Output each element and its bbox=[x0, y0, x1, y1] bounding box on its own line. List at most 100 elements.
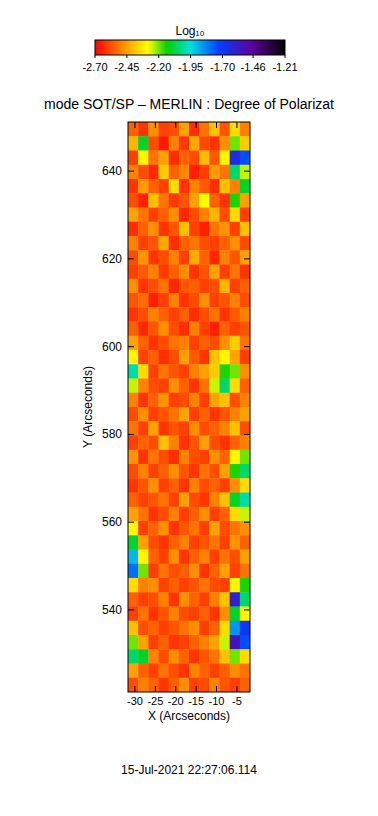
cell bbox=[138, 550, 149, 565]
y-tick-label: 560 bbox=[102, 515, 122, 529]
cell bbox=[209, 507, 220, 522]
cell bbox=[199, 564, 210, 579]
cell bbox=[169, 407, 180, 422]
y-tick bbox=[128, 522, 134, 523]
cell bbox=[199, 578, 210, 593]
x-tick bbox=[216, 122, 217, 128]
cell bbox=[138, 450, 149, 465]
cell bbox=[169, 193, 180, 208]
cell bbox=[230, 621, 241, 636]
cell bbox=[199, 550, 210, 565]
cell bbox=[220, 393, 231, 408]
cell bbox=[169, 578, 180, 593]
y-tick bbox=[244, 609, 250, 610]
cell bbox=[148, 521, 159, 536]
cell bbox=[209, 407, 220, 422]
cell bbox=[209, 293, 220, 308]
cell bbox=[189, 407, 200, 422]
x-tick bbox=[175, 686, 176, 692]
y-tick bbox=[128, 434, 134, 435]
cell bbox=[128, 265, 139, 280]
cell bbox=[159, 507, 170, 522]
cell bbox=[148, 493, 159, 508]
cell bbox=[240, 678, 250, 692]
cell bbox=[179, 564, 190, 579]
cell bbox=[148, 678, 159, 692]
cell bbox=[189, 165, 200, 180]
cell bbox=[179, 322, 190, 337]
y-tick-label: 580 bbox=[102, 427, 122, 441]
x-tick bbox=[196, 122, 197, 128]
cell bbox=[179, 621, 190, 636]
cell bbox=[220, 265, 231, 280]
cell bbox=[240, 350, 250, 365]
cell bbox=[169, 293, 180, 308]
cell bbox=[148, 307, 159, 322]
cell bbox=[169, 393, 180, 408]
cell bbox=[179, 507, 190, 522]
cell bbox=[220, 279, 231, 294]
cell bbox=[169, 535, 180, 550]
cell bbox=[209, 136, 220, 151]
cell bbox=[128, 635, 139, 650]
cell bbox=[148, 535, 159, 550]
cell bbox=[128, 364, 139, 379]
cell bbox=[128, 535, 139, 550]
cell bbox=[148, 122, 159, 137]
cell bbox=[230, 364, 241, 379]
cell bbox=[138, 236, 149, 251]
cell bbox=[189, 265, 200, 280]
cell bbox=[240, 564, 250, 579]
cell bbox=[240, 250, 250, 265]
cell bbox=[159, 350, 170, 365]
cell bbox=[159, 307, 170, 322]
cell bbox=[209, 179, 220, 194]
cell bbox=[159, 393, 170, 408]
cell bbox=[169, 236, 180, 251]
cell bbox=[189, 550, 200, 565]
cell bbox=[199, 521, 210, 536]
cell bbox=[230, 635, 241, 650]
cell bbox=[159, 279, 170, 294]
cell bbox=[209, 222, 220, 237]
cell bbox=[220, 664, 231, 679]
cell bbox=[199, 478, 210, 493]
cell bbox=[189, 464, 200, 479]
cell bbox=[199, 649, 210, 664]
cell bbox=[189, 635, 200, 650]
cell bbox=[240, 478, 250, 493]
cell bbox=[179, 179, 190, 194]
cell bbox=[220, 607, 231, 622]
annotation: 15-Jul-2021 22:27:06.114 bbox=[121, 763, 257, 777]
cell bbox=[169, 493, 180, 508]
cell bbox=[148, 407, 159, 422]
colorbar-tick bbox=[222, 55, 223, 58]
cell bbox=[189, 578, 200, 593]
cell bbox=[169, 678, 180, 692]
x-tick-label: -30 bbox=[127, 695, 143, 707]
cell bbox=[220, 364, 231, 379]
cell bbox=[240, 521, 250, 536]
cell bbox=[209, 621, 220, 636]
cell bbox=[138, 507, 149, 522]
cell bbox=[220, 407, 231, 422]
cell bbox=[138, 678, 149, 692]
cell bbox=[148, 664, 159, 679]
cell bbox=[220, 307, 231, 322]
cell bbox=[240, 621, 250, 636]
cell bbox=[179, 122, 190, 137]
cell bbox=[220, 165, 231, 180]
cell bbox=[209, 322, 220, 337]
cell bbox=[179, 279, 190, 294]
cell bbox=[220, 521, 231, 536]
x-tick bbox=[134, 686, 135, 692]
cell bbox=[148, 578, 159, 593]
y-tick bbox=[128, 346, 134, 347]
cell bbox=[209, 250, 220, 265]
cell bbox=[179, 521, 190, 536]
cell bbox=[179, 450, 190, 465]
cell bbox=[240, 151, 250, 166]
cell bbox=[179, 364, 190, 379]
cell bbox=[138, 179, 149, 194]
cell bbox=[128, 193, 139, 208]
